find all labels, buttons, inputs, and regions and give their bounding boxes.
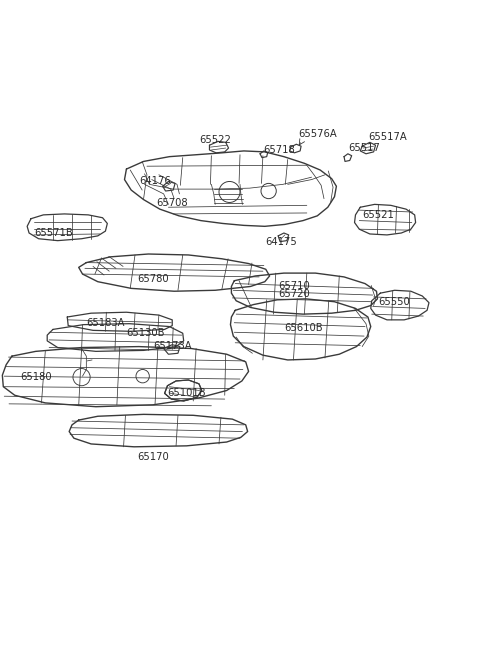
Text: 65173A: 65173A (153, 341, 192, 350)
Text: 64175: 64175 (265, 236, 297, 246)
Text: 65720: 65720 (278, 289, 310, 299)
Text: 65522: 65522 (199, 135, 231, 145)
Text: 65576A: 65576A (298, 129, 337, 139)
Text: 64176: 64176 (139, 176, 171, 185)
Text: 65101B: 65101B (167, 388, 206, 398)
Text: 65780: 65780 (137, 274, 169, 284)
Text: 65183A: 65183A (86, 318, 125, 328)
Text: 65180: 65180 (20, 371, 51, 382)
Text: 65517A: 65517A (368, 132, 407, 142)
Text: 65708: 65708 (156, 198, 188, 208)
Text: 65130B: 65130B (126, 328, 165, 338)
Text: 65170: 65170 (137, 453, 169, 462)
Text: 65517: 65517 (348, 143, 380, 153)
Text: 65571B: 65571B (35, 229, 73, 238)
Text: 65718: 65718 (263, 145, 295, 155)
Text: 65710: 65710 (278, 280, 310, 291)
Text: 65521: 65521 (362, 210, 395, 220)
Text: 65550: 65550 (378, 297, 409, 307)
Text: 65610B: 65610B (285, 324, 323, 333)
